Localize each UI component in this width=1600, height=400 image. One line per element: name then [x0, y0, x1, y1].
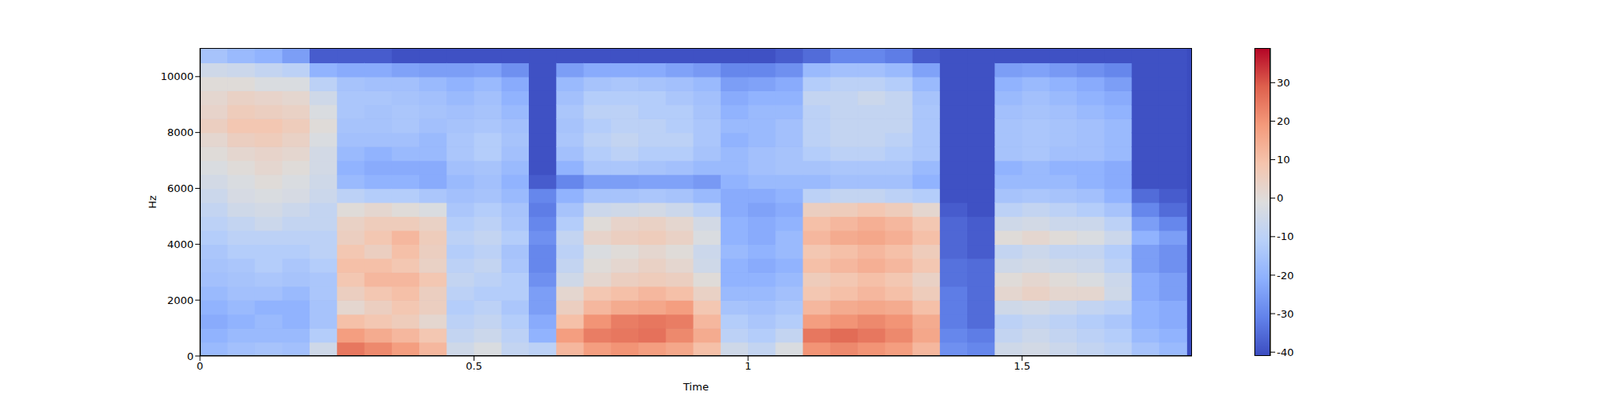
- svg-text:2000: 2000: [167, 294, 194, 307]
- svg-text:20: 20: [1276, 115, 1291, 128]
- svg-text:1: 1: [744, 360, 752, 372]
- svg-text:4000: 4000: [167, 238, 194, 251]
- svg-text:-30: -30: [1276, 308, 1294, 320]
- svg-text:0: 0: [196, 360, 204, 372]
- svg-text:0: 0: [187, 350, 194, 363]
- svg-text:Time: Time: [682, 380, 709, 393]
- svg-text:10: 10: [1276, 153, 1291, 166]
- svg-text:-10: -10: [1276, 230, 1294, 243]
- svg-text:8000: 8000: [167, 126, 194, 139]
- svg-text:0: 0: [1276, 192, 1284, 204]
- svg-text:0.5: 0.5: [465, 360, 483, 372]
- svg-text:10000: 10000: [160, 70, 194, 83]
- svg-text:1.5: 1.5: [1013, 360, 1031, 372]
- svg-text:6000: 6000: [167, 182, 194, 195]
- svg-text:Hz: Hz: [146, 195, 159, 209]
- svg-text:-20: -20: [1276, 269, 1294, 282]
- svg-text:-40: -40: [1276, 346, 1294, 359]
- svg-text:30: 30: [1276, 76, 1291, 89]
